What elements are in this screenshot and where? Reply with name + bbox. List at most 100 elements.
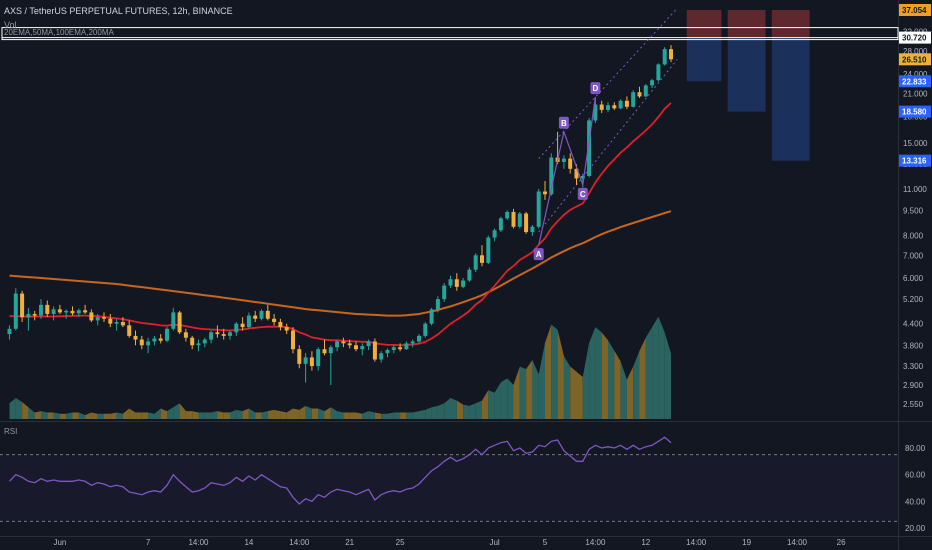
pattern-label-b: B	[561, 119, 567, 128]
candle-body	[259, 310, 264, 319]
volume-area-segment	[595, 327, 602, 419]
candle-body	[549, 157, 554, 195]
rsi-tick-label: 40.00	[905, 497, 926, 506]
volume-area-segment	[463, 404, 470, 419]
candle-body	[272, 318, 277, 323]
volume-area-segment	[261, 411, 268, 419]
target-zone-3	[771, 37, 810, 161]
volume-legend[interactable]: Vol	[4, 20, 17, 30]
candle-body	[133, 335, 138, 340]
volume-area-segment	[255, 412, 262, 419]
volume-area-segment	[318, 408, 325, 419]
candle-body	[303, 357, 308, 364]
volume-area-segment	[494, 382, 501, 419]
candle-body	[32, 313, 37, 316]
volume-area-segment	[311, 408, 319, 419]
volume-area-segment	[639, 337, 646, 419]
candle-body	[505, 211, 510, 219]
symbol-title[interactable]: AXS / TetherUS PERPETUAL FUTURES, 12h, B…	[4, 6, 233, 16]
candle-body	[7, 328, 12, 335]
candle-body	[190, 337, 195, 346]
volume-area-segment	[141, 412, 149, 419]
indicators-legend[interactable]: 20EMA,50MA,100EMA,200MA	[4, 28, 114, 37]
volume-area-segment	[47, 412, 54, 419]
volume-area-segment	[110, 412, 117, 419]
candle-body	[435, 299, 440, 310]
candle-body	[265, 310, 270, 319]
volume-area-segment	[293, 408, 300, 419]
candle-body	[20, 293, 25, 318]
price-tick-label: 5.200	[903, 295, 924, 304]
candle-body	[593, 104, 598, 121]
volume-area-segment	[167, 407, 174, 419]
volume-area-segment	[482, 390, 489, 419]
time-tick-label: Jul	[489, 538, 499, 547]
volume-area-segment	[267, 409, 275, 419]
candle-body	[26, 313, 31, 318]
candle-body	[650, 80, 655, 86]
candle-body	[102, 317, 106, 319]
candle-body	[114, 322, 119, 324]
time-tick-label: Jun	[53, 538, 66, 547]
volume-area-segment	[230, 409, 237, 419]
volume-area-segment	[652, 316, 659, 419]
candle-body	[429, 309, 434, 324]
candle-body	[171, 312, 176, 329]
price-badge	[899, 31, 931, 44]
volume-area-segment	[179, 403, 186, 419]
target-zone-1	[686, 37, 722, 82]
volume-area-segment	[601, 332, 608, 419]
price-badge-label: 30.720	[902, 34, 927, 43]
candle-body	[606, 105, 610, 110]
volume-area-segment	[34, 411, 41, 419]
volume-area-segment	[582, 342, 590, 419]
candle-body	[177, 312, 182, 333]
time-tick-label: 14:00	[585, 538, 606, 547]
candle-body	[480, 255, 484, 263]
price-tick-label: 3.800	[903, 341, 924, 350]
volume-area-segment	[223, 412, 230, 419]
candle-body	[221, 334, 226, 336]
volume-area-segment	[406, 412, 413, 419]
candle-body	[127, 325, 132, 336]
time-tick-label: 5	[543, 538, 548, 547]
volume-area-segment	[608, 340, 615, 419]
price-tick-label: 8.000	[903, 232, 924, 241]
candle-body	[498, 218, 503, 231]
volume-area-segment	[349, 412, 356, 419]
candle-body	[83, 310, 88, 313]
channel-upper-line	[538, 7, 678, 159]
time-tick-label: 26	[837, 538, 846, 547]
time-tick-label: 21	[345, 538, 354, 547]
volume-area-segment	[431, 405, 438, 419]
volume-area-segment	[185, 411, 193, 419]
volume-area-segment	[248, 408, 256, 419]
candle-body	[139, 339, 144, 346]
candle-body	[291, 330, 295, 350]
time-tick-label: 25	[396, 538, 405, 547]
price-tick-label: 2.900	[903, 381, 924, 390]
candle-body	[284, 327, 289, 331]
rsi-legend[interactable]: RSI	[4, 427, 18, 436]
volume-area-segment	[456, 400, 464, 419]
price-tick-label: 2.550	[903, 400, 924, 409]
volume-area-segment	[129, 408, 136, 419]
volume-area-segment	[66, 412, 73, 419]
volume-area-segment	[563, 356, 571, 419]
volume-area-segment	[419, 409, 426, 419]
volume-area-segment	[85, 412, 92, 419]
candle-body	[253, 315, 258, 319]
pattern-label-a: A	[536, 250, 542, 259]
volume-area-segment	[507, 378, 514, 419]
candle-body	[669, 49, 673, 60]
candle-body	[473, 255, 478, 270]
volume-area-segment	[362, 411, 369, 419]
candle-body	[278, 322, 283, 328]
volume-area-segment	[280, 411, 287, 419]
candle-body	[536, 191, 541, 227]
price-badge	[899, 154, 931, 167]
volume-area-segment	[412, 411, 419, 419]
candle-body	[568, 158, 573, 169]
target-zone-2	[727, 37, 766, 112]
